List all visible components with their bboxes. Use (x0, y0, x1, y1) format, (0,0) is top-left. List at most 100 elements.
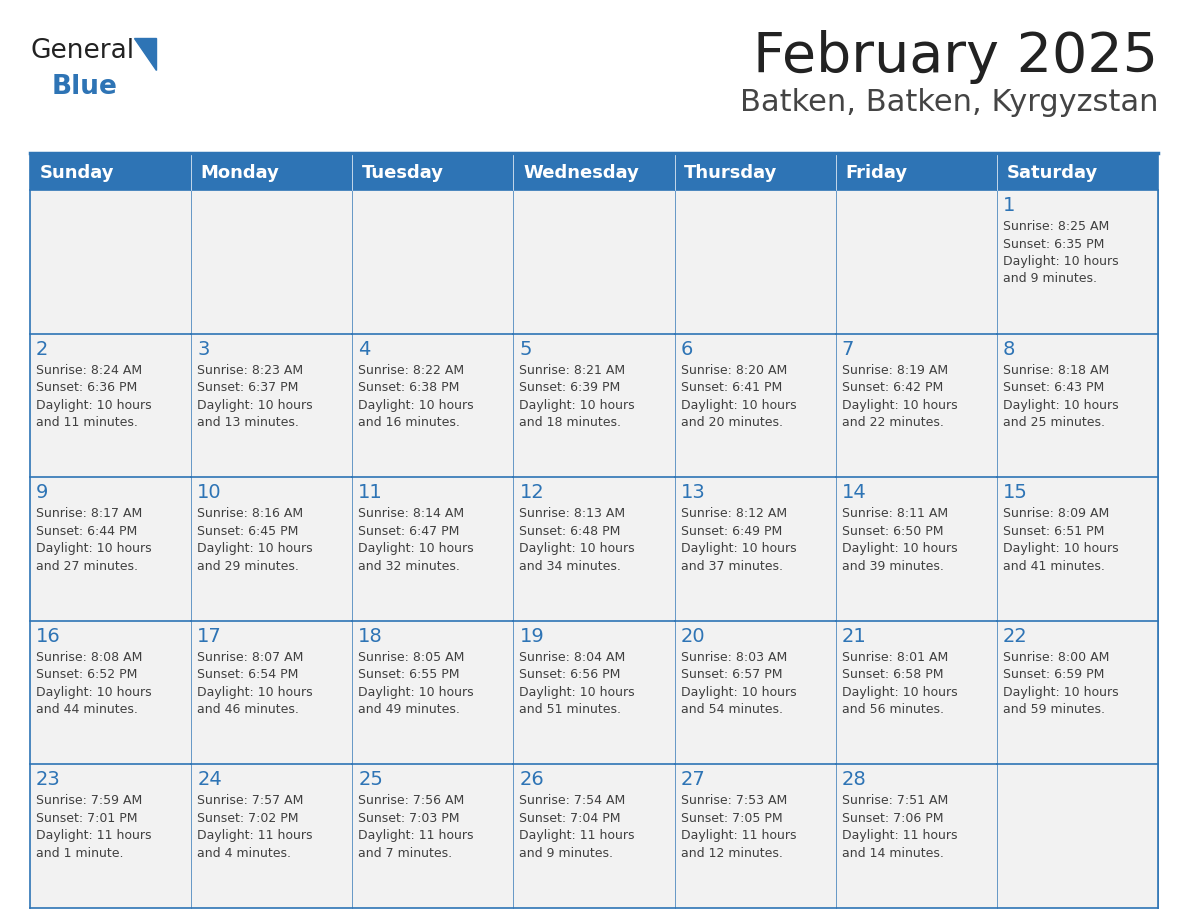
Text: 17: 17 (197, 627, 222, 645)
Text: Sunrise: 7:54 AM
Sunset: 7:04 PM
Daylight: 11 hours
and 9 minutes.: Sunrise: 7:54 AM Sunset: 7:04 PM Dayligh… (519, 794, 634, 860)
Bar (513, 155, 675, 190)
Text: 15: 15 (1003, 483, 1028, 502)
Text: 24: 24 (197, 770, 222, 789)
Text: Sunrise: 8:16 AM
Sunset: 6:45 PM
Daylight: 10 hours
and 29 minutes.: Sunrise: 8:16 AM Sunset: 6:45 PM Dayligh… (197, 508, 312, 573)
Bar (353, 155, 513, 190)
Bar (30, 765, 191, 908)
Bar (513, 333, 675, 477)
Text: Sunrise: 7:53 AM
Sunset: 7:05 PM
Daylight: 11 hours
and 12 minutes.: Sunrise: 7:53 AM Sunset: 7:05 PM Dayligh… (681, 794, 796, 860)
Bar (675, 477, 835, 621)
Text: 14: 14 (842, 483, 866, 502)
Bar (675, 621, 835, 765)
Text: General: General (30, 38, 134, 64)
Text: Sunrise: 8:18 AM
Sunset: 6:43 PM
Daylight: 10 hours
and 25 minutes.: Sunrise: 8:18 AM Sunset: 6:43 PM Dayligh… (1003, 364, 1118, 429)
Text: Friday: Friday (846, 163, 908, 182)
Text: 19: 19 (519, 627, 544, 645)
Text: Sunrise: 8:01 AM
Sunset: 6:58 PM
Daylight: 10 hours
and 56 minutes.: Sunrise: 8:01 AM Sunset: 6:58 PM Dayligh… (842, 651, 958, 716)
Text: Sunrise: 8:23 AM
Sunset: 6:37 PM
Daylight: 10 hours
and 13 minutes.: Sunrise: 8:23 AM Sunset: 6:37 PM Dayligh… (197, 364, 312, 429)
Text: 11: 11 (359, 483, 383, 502)
Text: 12: 12 (519, 483, 544, 502)
Text: Sunrise: 8:03 AM
Sunset: 6:57 PM
Daylight: 10 hours
and 54 minutes.: Sunrise: 8:03 AM Sunset: 6:57 PM Dayligh… (681, 651, 796, 716)
Text: Sunrise: 7:51 AM
Sunset: 7:06 PM
Daylight: 11 hours
and 14 minutes.: Sunrise: 7:51 AM Sunset: 7:06 PM Dayligh… (842, 794, 958, 860)
Text: Batken, Batken, Kyrgyzstan: Batken, Batken, Kyrgyzstan (739, 88, 1158, 117)
Text: 2: 2 (36, 340, 49, 359)
Text: 20: 20 (681, 627, 706, 645)
Bar (997, 190, 1158, 333)
Bar (30, 190, 191, 333)
Bar (191, 333, 353, 477)
Text: 3: 3 (197, 340, 209, 359)
Text: Sunday: Sunday (39, 163, 114, 182)
Text: Sunrise: 8:04 AM
Sunset: 6:56 PM
Daylight: 10 hours
and 51 minutes.: Sunrise: 8:04 AM Sunset: 6:56 PM Dayligh… (519, 651, 636, 716)
Text: Sunrise: 8:25 AM
Sunset: 6:35 PM
Daylight: 10 hours
and 9 minutes.: Sunrise: 8:25 AM Sunset: 6:35 PM Dayligh… (1003, 220, 1118, 285)
Bar (675, 155, 835, 190)
Text: 22: 22 (1003, 627, 1028, 645)
Text: 16: 16 (36, 627, 61, 645)
Bar (997, 155, 1158, 190)
Bar (30, 621, 191, 765)
Bar (675, 333, 835, 477)
Text: 21: 21 (842, 627, 866, 645)
Bar (191, 190, 353, 333)
Text: Blue: Blue (52, 74, 118, 100)
Text: Sunrise: 8:21 AM
Sunset: 6:39 PM
Daylight: 10 hours
and 18 minutes.: Sunrise: 8:21 AM Sunset: 6:39 PM Dayligh… (519, 364, 636, 429)
Text: Saturday: Saturday (1006, 163, 1098, 182)
Bar (513, 621, 675, 765)
Text: Sunrise: 8:09 AM
Sunset: 6:51 PM
Daylight: 10 hours
and 41 minutes.: Sunrise: 8:09 AM Sunset: 6:51 PM Dayligh… (1003, 508, 1118, 573)
Bar (353, 333, 513, 477)
Bar (191, 621, 353, 765)
Text: 23: 23 (36, 770, 61, 789)
Text: 7: 7 (842, 340, 854, 359)
Polygon shape (134, 38, 156, 70)
Bar (675, 190, 835, 333)
Bar (513, 190, 675, 333)
Text: February 2025: February 2025 (753, 30, 1158, 84)
Text: Sunrise: 8:20 AM
Sunset: 6:41 PM
Daylight: 10 hours
and 20 minutes.: Sunrise: 8:20 AM Sunset: 6:41 PM Dayligh… (681, 364, 796, 429)
Bar (191, 477, 353, 621)
Bar (835, 765, 997, 908)
Text: 13: 13 (681, 483, 706, 502)
Bar (997, 765, 1158, 908)
Text: Sunrise: 8:13 AM
Sunset: 6:48 PM
Daylight: 10 hours
and 34 minutes.: Sunrise: 8:13 AM Sunset: 6:48 PM Dayligh… (519, 508, 636, 573)
Bar (835, 621, 997, 765)
Text: 25: 25 (359, 770, 384, 789)
Bar (353, 190, 513, 333)
Text: Thursday: Thursday (684, 163, 778, 182)
Bar (997, 477, 1158, 621)
Text: Sunrise: 8:11 AM
Sunset: 6:50 PM
Daylight: 10 hours
and 39 minutes.: Sunrise: 8:11 AM Sunset: 6:50 PM Dayligh… (842, 508, 958, 573)
Text: Sunrise: 7:57 AM
Sunset: 7:02 PM
Daylight: 11 hours
and 4 minutes.: Sunrise: 7:57 AM Sunset: 7:02 PM Dayligh… (197, 794, 312, 860)
Text: Sunrise: 8:24 AM
Sunset: 6:36 PM
Daylight: 10 hours
and 11 minutes.: Sunrise: 8:24 AM Sunset: 6:36 PM Dayligh… (36, 364, 152, 429)
Bar (835, 477, 997, 621)
Text: 8: 8 (1003, 340, 1016, 359)
Bar (353, 477, 513, 621)
Text: 18: 18 (359, 627, 383, 645)
Text: 4: 4 (359, 340, 371, 359)
Text: 1: 1 (1003, 196, 1016, 215)
Text: 5: 5 (519, 340, 532, 359)
Text: 9: 9 (36, 483, 49, 502)
Text: Sunrise: 8:14 AM
Sunset: 6:47 PM
Daylight: 10 hours
and 32 minutes.: Sunrise: 8:14 AM Sunset: 6:47 PM Dayligh… (359, 508, 474, 573)
Bar (191, 155, 353, 190)
Bar (675, 765, 835, 908)
Bar (30, 155, 191, 190)
Text: Sunrise: 8:19 AM
Sunset: 6:42 PM
Daylight: 10 hours
and 22 minutes.: Sunrise: 8:19 AM Sunset: 6:42 PM Dayligh… (842, 364, 958, 429)
Text: Monday: Monday (201, 163, 279, 182)
Text: Sunrise: 8:22 AM
Sunset: 6:38 PM
Daylight: 10 hours
and 16 minutes.: Sunrise: 8:22 AM Sunset: 6:38 PM Dayligh… (359, 364, 474, 429)
Bar (513, 765, 675, 908)
Text: Sunrise: 8:17 AM
Sunset: 6:44 PM
Daylight: 10 hours
and 27 minutes.: Sunrise: 8:17 AM Sunset: 6:44 PM Dayligh… (36, 508, 152, 573)
Bar (997, 333, 1158, 477)
Text: 6: 6 (681, 340, 693, 359)
Bar (513, 477, 675, 621)
Text: Sunrise: 7:59 AM
Sunset: 7:01 PM
Daylight: 11 hours
and 1 minute.: Sunrise: 7:59 AM Sunset: 7:01 PM Dayligh… (36, 794, 152, 860)
Bar (835, 190, 997, 333)
Bar (353, 765, 513, 908)
Bar (353, 621, 513, 765)
Text: Sunrise: 8:08 AM
Sunset: 6:52 PM
Daylight: 10 hours
and 44 minutes.: Sunrise: 8:08 AM Sunset: 6:52 PM Dayligh… (36, 651, 152, 716)
Text: Tuesday: Tuesday (362, 163, 444, 182)
Text: 10: 10 (197, 483, 222, 502)
Bar (191, 765, 353, 908)
Text: Sunrise: 8:12 AM
Sunset: 6:49 PM
Daylight: 10 hours
and 37 minutes.: Sunrise: 8:12 AM Sunset: 6:49 PM Dayligh… (681, 508, 796, 573)
Text: 28: 28 (842, 770, 866, 789)
Bar (997, 621, 1158, 765)
Text: Sunrise: 8:07 AM
Sunset: 6:54 PM
Daylight: 10 hours
and 46 minutes.: Sunrise: 8:07 AM Sunset: 6:54 PM Dayligh… (197, 651, 312, 716)
